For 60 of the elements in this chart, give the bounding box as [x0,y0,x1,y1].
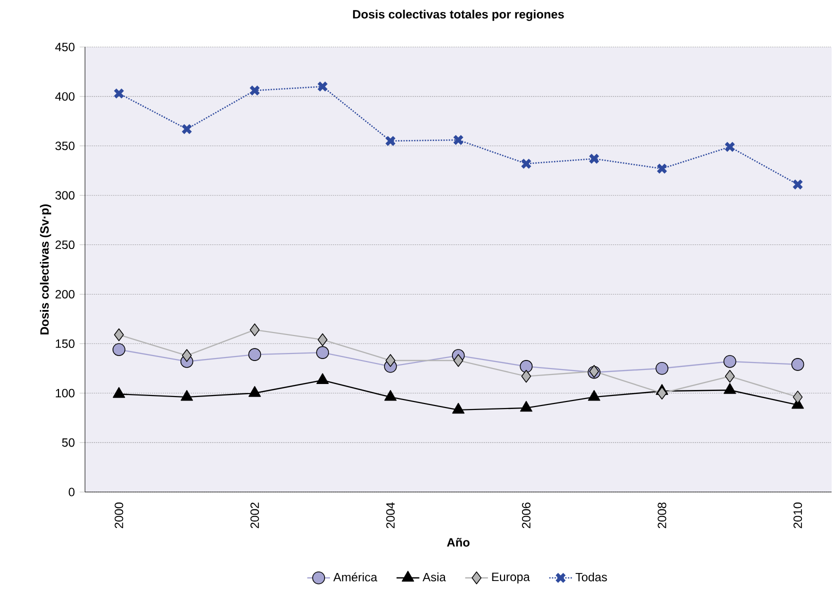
point [520,400,532,412]
point [113,88,124,99]
point [250,323,260,336]
point [180,390,193,401]
point [384,135,396,146]
point [249,85,260,96]
point [724,383,736,394]
y-tick-label: 400 [55,92,74,101]
y-tick-label: 100 [56,388,74,398]
y-tick-label: 50 [62,438,74,447]
y-axis-title: Dosis colectivas (Sv·p) [40,204,52,334]
legend-label: América [333,572,378,582]
point [656,362,668,375]
point [316,373,329,384]
point [248,386,261,397]
point [521,370,532,383]
legend-label: Europa [492,572,530,584]
point [656,163,668,174]
point [791,358,804,371]
legend-label: Todas [576,572,607,582]
x-tick-label: 2008 [658,502,666,528]
point [452,402,465,414]
point [386,354,396,367]
point [657,386,667,400]
point [112,343,126,356]
point [520,360,533,373]
point [114,328,124,342]
y-tick-label: 150 [56,339,74,348]
point [112,387,126,398]
y-tick-label: 250 [56,240,74,250]
point [316,346,329,359]
y-tick-label: 200 [56,290,74,298]
point [318,333,328,346]
x-tick-label: 2002 [250,502,259,528]
point [181,124,192,135]
point [724,370,735,383]
chart-title: Dosis colectivas totales por regiones [353,10,564,21]
point [248,348,262,361]
x-tick-label: 2000 [114,502,124,528]
point [317,81,328,92]
point [384,390,397,401]
point [724,141,736,152]
point [452,134,464,146]
y-tick-label: 300 [55,191,74,200]
x-tick-label: 2006 [522,502,530,528]
y-tick-label: 0 [68,488,74,496]
point [588,390,600,401]
x-axis-title: Año [446,538,470,547]
point [792,178,804,190]
point [588,153,600,164]
x-tick-label: 2010 [793,502,802,528]
point [723,355,736,368]
x-tick-label: 2004 [386,502,395,528]
y-tick-label: 450 [55,42,74,52]
point [453,354,464,367]
y-tick-label: 350 [55,142,74,150]
point [182,349,192,362]
point [520,158,532,170]
point [792,390,803,404]
legend-label: Asia [422,572,446,582]
